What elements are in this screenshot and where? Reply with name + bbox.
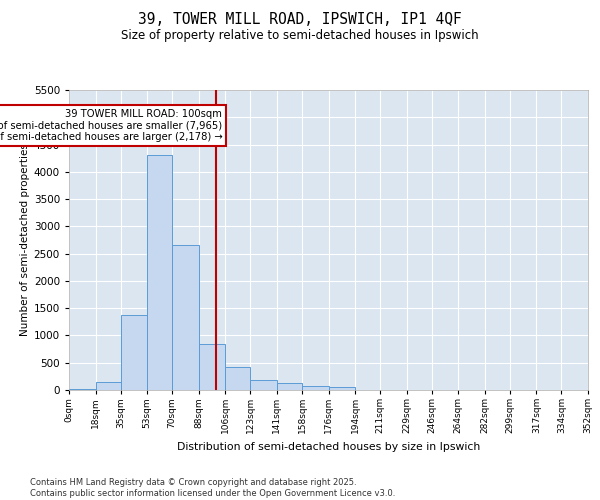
Text: Size of property relative to semi-detached houses in Ipswich: Size of property relative to semi-detach… [121,29,479,42]
Text: 39, TOWER MILL ROAD, IPSWICH, IP1 4QF: 39, TOWER MILL ROAD, IPSWICH, IP1 4QF [138,12,462,28]
Bar [277,384,302,390]
Bar [250,380,277,390]
Bar [121,314,147,390]
X-axis label: Distribution of semi-detached houses by size in Ipswich: Distribution of semi-detached houses by … [177,442,480,452]
Bar [329,388,355,390]
Y-axis label: Number of semi-detached properties: Number of semi-detached properties [20,144,29,336]
Text: Contains HM Land Registry data © Crown copyright and database right 2025.
Contai: Contains HM Land Registry data © Crown c… [30,478,395,498]
Text: 39 TOWER MILL ROAD: 100sqm
← 78% of semi-detached houses are smaller (7,965)
21%: 39 TOWER MILL ROAD: 100sqm ← 78% of semi… [0,109,223,142]
Bar [147,156,172,390]
Bar [199,344,225,390]
Bar [172,246,199,390]
Bar [225,366,250,390]
Bar [302,386,329,390]
Bar [95,382,121,390]
Bar [69,389,95,390]
